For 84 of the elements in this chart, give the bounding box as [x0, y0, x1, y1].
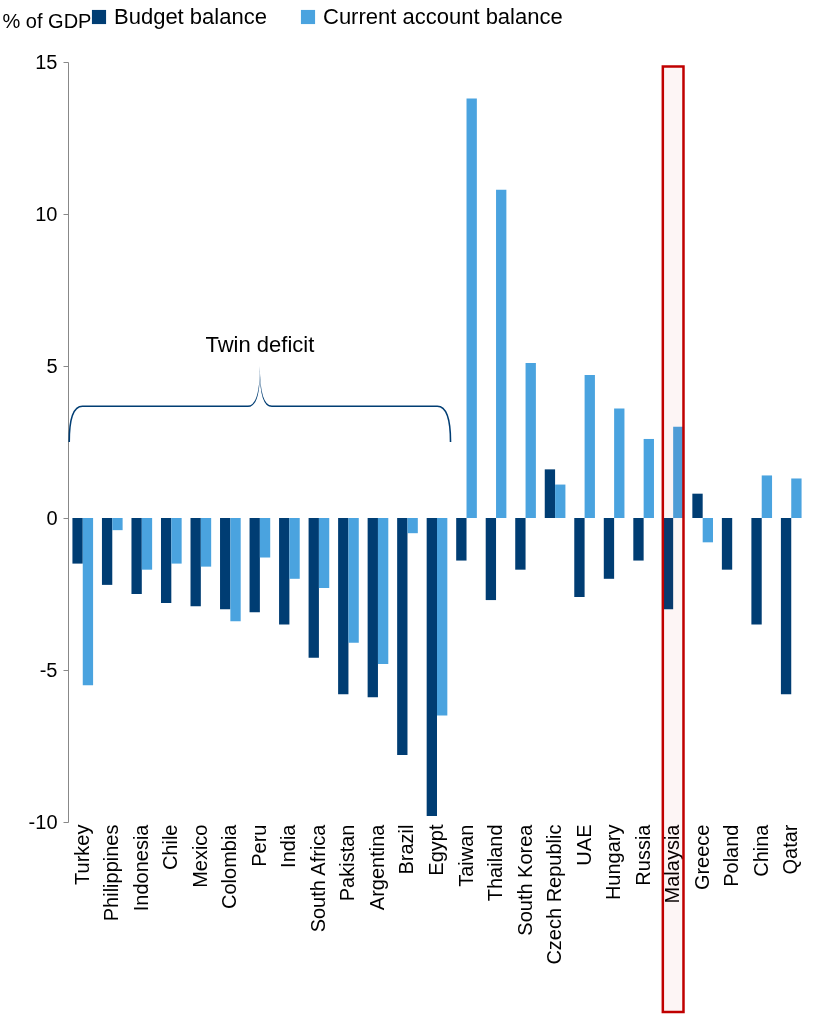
bar: [141, 518, 153, 570]
bar: [82, 518, 94, 686]
y-tick-label: 10: [35, 202, 58, 225]
bar: [466, 98, 477, 518]
y-tick-label: 0: [46, 506, 58, 529]
bar: [407, 518, 418, 534]
bar: [643, 438, 654, 518]
bar: [190, 518, 201, 607]
bar: [603, 518, 615, 579]
bar: [555, 484, 566, 518]
x-tick-label: South Africa: [306, 823, 329, 933]
bar: [721, 518, 733, 570]
bar: [525, 362, 536, 518]
bar: [426, 518, 437, 816]
bar: [338, 518, 349, 695]
bar: [200, 518, 212, 567]
legend-label: Current account balance: [323, 4, 563, 29]
bar: [780, 518, 792, 695]
bar: [544, 469, 556, 518]
x-tick-label: Malaysia: [661, 823, 684, 904]
x-tick-label: Colombia: [218, 823, 241, 909]
bar: [377, 518, 389, 664]
y-axis-title: % of GDP: [2, 9, 92, 32]
x-tick-label: India: [277, 823, 300, 868]
x-tick-label: UAE: [572, 824, 595, 866]
bar: [249, 518, 260, 613]
bar: [220, 518, 231, 610]
bar: [614, 408, 625, 518]
bar: [318, 518, 330, 588]
bar: [160, 518, 172, 604]
y-tick-label: 15: [35, 50, 58, 73]
x-tick-label: Qatar: [779, 824, 802, 875]
bar: [673, 426, 684, 518]
bar: [702, 518, 714, 543]
annotation: Twin deficit: [205, 331, 315, 357]
x-tick-label: Czech Republic: [543, 824, 566, 965]
bar: [791, 478, 802, 518]
bar: [367, 518, 378, 698]
y-tick-label: -10: [28, 810, 58, 833]
bar: [279, 518, 290, 625]
x-tick-label: Thailand: [484, 824, 507, 902]
legend-label: Budget balance: [114, 4, 267, 29]
x-tick-label: Taiwan: [454, 824, 477, 887]
x-tick-label: Poland: [720, 824, 743, 887]
bar: [515, 518, 526, 570]
bar: [72, 518, 83, 564]
bar: [101, 518, 113, 585]
bar: [348, 518, 359, 643]
bar: [761, 475, 773, 518]
bar: [485, 518, 497, 601]
bar: [131, 518, 142, 594]
bar: [633, 518, 644, 561]
x-tick-label: Hungary: [602, 824, 625, 901]
x-tick-label: Indonesia: [129, 823, 152, 912]
x-tick-label: Pakistan: [336, 824, 359, 902]
bar: [289, 518, 300, 579]
x-tick-label: Peru: [247, 824, 270, 867]
bar: [456, 518, 467, 561]
x-tick-label: Greece: [690, 824, 713, 891]
bar: [662, 518, 674, 610]
x-tick-label: Chile: [159, 824, 182, 871]
x-tick-label: Brazil: [395, 824, 418, 875]
bar: [259, 518, 271, 558]
bar: [692, 493, 703, 518]
bar: [171, 518, 182, 564]
bar: [574, 518, 585, 598]
x-tick-label: Argentina: [365, 823, 388, 911]
x-tick-label: South Korea: [513, 823, 536, 936]
y-tick-label: 5: [46, 354, 58, 377]
x-tick-label: Russia: [631, 823, 654, 886]
bar: [112, 518, 123, 531]
bar: [496, 189, 507, 518]
x-tick-label: Mexico: [188, 824, 211, 888]
x-tick-label: China: [749, 823, 772, 877]
bar: [308, 518, 319, 658]
bar: [584, 375, 595, 518]
bar: [230, 518, 241, 622]
bar: [751, 518, 762, 625]
bar: [397, 518, 408, 756]
x-tick-label: Egypt: [425, 824, 447, 876]
x-tick-label: Philippines: [100, 824, 123, 922]
y-tick-label: -5: [39, 658, 58, 681]
x-tick-label: Turkey: [70, 824, 93, 885]
bar: [437, 518, 448, 716]
